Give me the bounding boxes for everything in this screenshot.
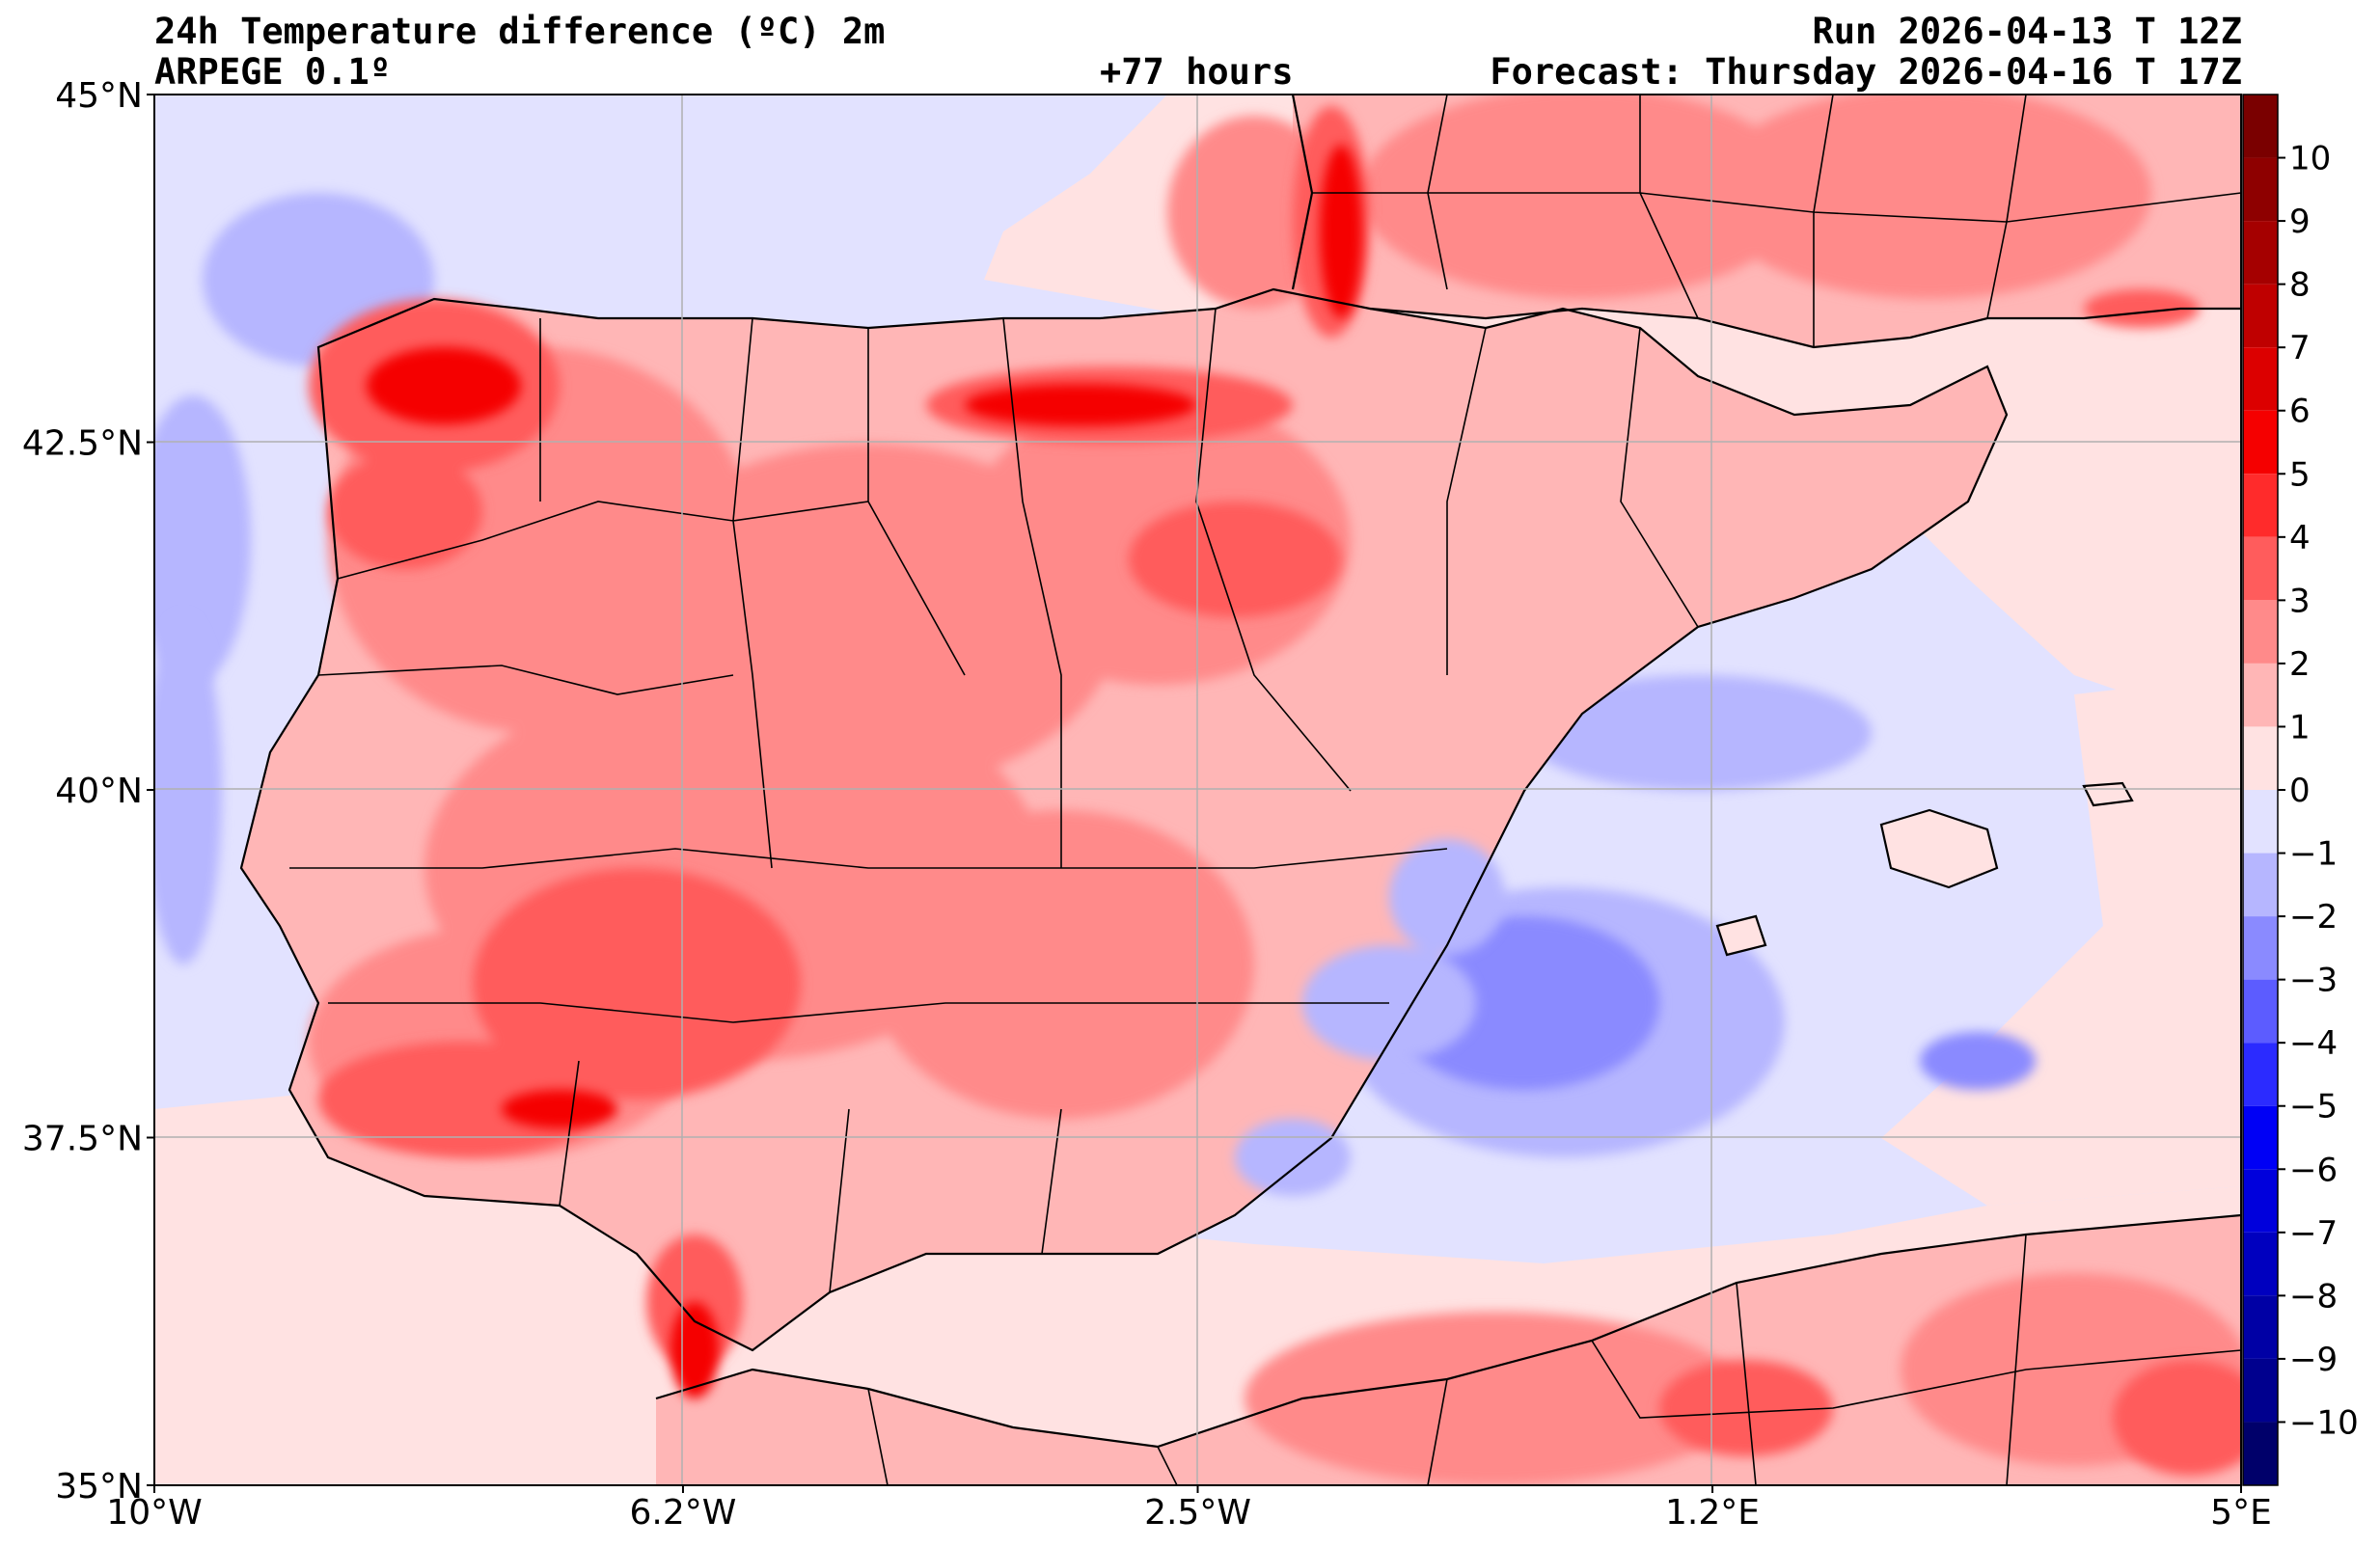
map-field	[154, 95, 2241, 1485]
colorbar-band	[2243, 663, 2278, 727]
chart-title: 24h Temperature difference (ºC) 2m	[154, 11, 886, 52]
colorbar-label: 4	[2289, 519, 2311, 557]
x-tick-label: 6.2°W	[630, 1493, 737, 1533]
colorbar-label: 10	[2289, 140, 2331, 178]
colorbar-label: 9	[2289, 203, 2311, 241]
colorbar-band	[2243, 410, 2278, 475]
colorbar-label: −6	[2289, 1151, 2338, 1189]
colorbar-band	[2243, 1105, 2278, 1170]
lead-time-label: +77 hours	[1100, 51, 1294, 93]
colorbar-band	[2243, 474, 2278, 537]
x-tick-label: 5°E	[2210, 1493, 2272, 1533]
model-label: ARPEGE 0.1º	[154, 51, 392, 93]
colorbar-label: −10	[2289, 1403, 2359, 1442]
colorbar-label: 1	[2289, 708, 2311, 746]
colorbar-label: 5	[2289, 455, 2311, 494]
colorbar-label: 2	[2289, 645, 2311, 684]
colorbar-band	[2243, 1232, 2278, 1296]
y-tick-label: 35°N	[55, 1467, 143, 1506]
x-tick-label: 2.5°W	[1144, 1493, 1251, 1533]
y-tick-label: 45°N	[55, 76, 143, 116]
colorbar-label: −8	[2289, 1277, 2338, 1316]
colorbar-band	[2243, 916, 2278, 980]
colorbar-band	[2243, 536, 2278, 601]
colorbar-band	[2243, 284, 2278, 348]
colorbar-label: 0	[2289, 772, 2311, 810]
ibiza	[1717, 916, 1765, 955]
y-tick-label: 37.5°N	[22, 1120, 143, 1159]
colorbar-label: −7	[2289, 1214, 2338, 1253]
run-label: Run 2026-04-13 T 12Z	[1812, 11, 2242, 52]
colorbar-band	[2243, 1169, 2278, 1233]
colorbar-band	[2243, 1358, 2278, 1423]
colorbar-band	[2243, 1295, 2278, 1359]
cool-sea-valencia	[1524, 675, 1872, 791]
colorbar-band	[2243, 726, 2278, 790]
colorbar-band	[2243, 600, 2278, 664]
x-tick-label: 1.2°E	[1665, 1493, 1760, 1533]
graticule	[154, 95, 2241, 1485]
colorbar-band	[2243, 1422, 2278, 1485]
forecast-label: Forecast: Thursday 2026-04-16 T 17Z	[1490, 51, 2242, 93]
colorbar-band	[2243, 95, 2278, 158]
colorbar-band	[2243, 853, 2278, 917]
colorbar-label: −5	[2289, 1088, 2338, 1126]
y-axis: 45°N 42.5°N 40°N 37.5°N 35°N	[22, 76, 154, 1506]
mallorca	[1881, 810, 1997, 887]
y-tick-label: 42.5°N	[22, 424, 143, 464]
cool-sea-portugal	[154, 395, 251, 685]
colorbar-label: 7	[2289, 329, 2311, 367]
colorbar-band	[2243, 221, 2278, 285]
cold-sea-murcia	[1389, 916, 1659, 1090]
colorbar-band	[2243, 979, 2278, 1044]
colorbar-label: −1	[2289, 835, 2338, 874]
colorbar-band	[2243, 790, 2278, 854]
x-tick-label: 10°W	[106, 1493, 202, 1533]
colorbar-label: −9	[2289, 1341, 2338, 1379]
colorbar-band	[2243, 1043, 2278, 1106]
x-axis: 10°W 6.2°W 2.5°W 1.2°E 5°E	[106, 1485, 2272, 1533]
region-borders	[289, 95, 2241, 1485]
cool-sea-portugal-south	[154, 617, 222, 964]
colorbar-label: −4	[2289, 1024, 2338, 1063]
colorbar-label: 3	[2289, 582, 2311, 620]
colorbar-band	[2243, 157, 2278, 222]
colorbar-band	[2243, 347, 2278, 411]
colorbar-label: −3	[2289, 962, 2338, 1000]
colorbar-label: −2	[2289, 898, 2338, 936]
colorbar-label: 8	[2289, 266, 2311, 305]
cool-sea-balearic	[1920, 1032, 2036, 1090]
y-tick-label: 40°N	[55, 772, 143, 811]
north-africa-land	[656, 1215, 2241, 1485]
colorbar-label: 6	[2289, 393, 2311, 431]
